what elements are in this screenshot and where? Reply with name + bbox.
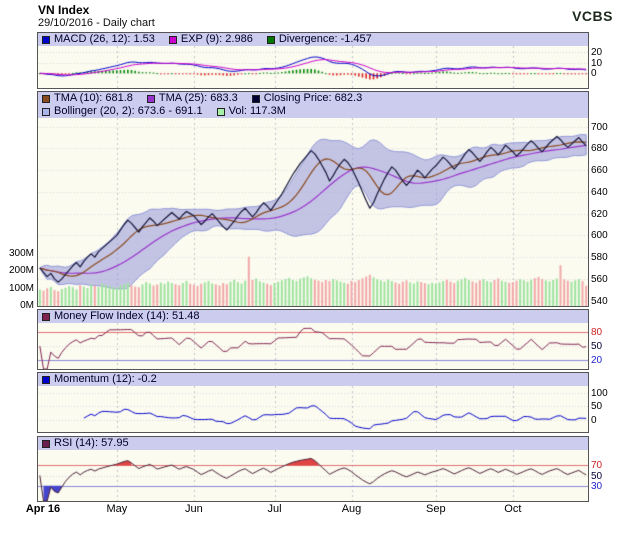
legend-label: EXP (9): 2.986 <box>180 33 253 45</box>
legend-label: Momentum (12): -0.2 <box>54 373 157 385</box>
macd-swatch-icon <box>42 35 50 44</box>
y-axis-label-macd: 20 <box>591 47 603 59</box>
legend-label: RSI (14): 57.95 <box>54 437 129 449</box>
y-axis-label-momentum: 100 <box>591 387 608 399</box>
x-axis-label: Oct <box>504 503 522 515</box>
divergence-swatch-icon <box>266 35 275 44</box>
volume-swatch-icon <box>216 107 225 116</box>
y-axis-label-mfi: 50 <box>591 341 603 352</box>
legend-label: TMA (10): 681.8 <box>54 92 133 104</box>
legend-item-exp: EXP (9): 2.986 <box>168 33 253 46</box>
legend-item-bollinger: Bollinger (20, 2): 673.6 - 691.1 <box>42 105 203 118</box>
legend-label: MACD (26, 12): 1.53 <box>54 33 155 45</box>
tma25-swatch-icon <box>146 94 155 103</box>
legend-item-mfi: Money Flow Index (14): 51.48 <box>42 310 200 323</box>
y-axis-label-price: 660 <box>591 165 608 177</box>
time-axis: Apr 16 May Jun Jul Aug Sep Oct <box>26 503 590 519</box>
bollinger-swatch-icon <box>42 107 50 116</box>
legend-item-momentum: Momentum (12): -0.2 <box>42 373 157 386</box>
macd-plot <box>38 46 588 88</box>
legend-item-macd: MACD (26, 12): 1.53 <box>42 33 155 46</box>
legend-label: Money Flow Index (14): 51.48 <box>54 310 200 322</box>
y-axis-label-momentum: 50 <box>591 401 603 413</box>
x-axis-label: Apr 16 <box>25 503 61 515</box>
x-axis-label: May <box>106 503 128 515</box>
legend-label: Bollinger (20, 2): 673.6 - 691.1 <box>54 105 203 117</box>
volume-axis-label: 200M <box>8 265 34 277</box>
y-axis-label-price: 600 <box>591 230 608 242</box>
y-axis-label-price: 560 <box>591 273 608 285</box>
legend-item-divergence: Divergence: -1.457 <box>266 33 372 46</box>
rsi-plot <box>38 450 588 501</box>
legend-item-tma10: TMA (10): 681.8 <box>42 92 133 105</box>
rsi-swatch-icon <box>42 439 50 448</box>
left-volume-axis: 300M 200M 100M 0M <box>0 0 35 535</box>
x-axis-label: Aug <box>341 503 362 515</box>
price-panel: TMA (10): 681.8 TMA (25): 683.3 Closing … <box>37 91 589 307</box>
price-legend-row1: TMA (10): 681.8 TMA (25): 683.3 Closing … <box>38 92 588 105</box>
tma10-swatch-icon <box>42 94 50 103</box>
legend-label: TMA (25): 683.3 <box>158 92 238 104</box>
mfi-panel: Money Flow Index (14): 51.48 <box>37 309 589 370</box>
price-legend-row2: Bollinger (20, 2): 673.6 - 691.1 Vol: 11… <box>38 105 588 118</box>
momentum-legend: Momentum (12): -0.2 <box>38 373 588 386</box>
rsi-panel: RSI (14): 57.95 <box>37 436 589 502</box>
y-axis-label-rsi: 50 <box>591 470 603 482</box>
legend-item-rsi: RSI (14): 57.95 <box>42 437 129 450</box>
exp-swatch-icon <box>168 35 177 44</box>
chart-subtitle: 29/10/2016 - Daily chart <box>38 17 155 29</box>
momentum-panel: Momentum (12): -0.2 <box>37 372 589 433</box>
y-axis-label-price: 700 <box>591 121 608 133</box>
x-axis-label: Jun <box>184 503 203 515</box>
page-title: VN Index <box>38 3 90 17</box>
vcbs-logo: VCBS <box>572 8 613 24</box>
macd-legend: MACD (26, 12): 1.53 EXP (9): 2.986 Diver… <box>38 33 588 46</box>
price-plot <box>38 118 588 306</box>
y-axis-label-rsi: 70 <box>591 460 603 472</box>
closing-price-swatch-icon <box>251 94 260 103</box>
mfi-legend: Money Flow Index (14): 51.48 <box>38 310 588 323</box>
y-axis-label-rsi: 30 <box>591 480 603 492</box>
y-axis-label-price: 580 <box>591 252 608 264</box>
y-axis-label-macd: 0 <box>591 68 597 80</box>
x-axis-label: Sep <box>426 503 446 515</box>
volume-axis-label: 0M <box>20 300 34 311</box>
macd-panel: MACD (26, 12): 1.53 EXP (9): 2.986 Diver… <box>37 32 589 89</box>
legend-label: Divergence: -1.457 <box>278 33 372 45</box>
legend-item-closing-price: Closing Price: 682.3 <box>251 92 363 105</box>
y-axis-label-price: 680 <box>591 143 608 155</box>
legend-label: Closing Price: 682.3 <box>263 92 363 104</box>
right-price-axis: 20 10 0 700 680 660 640 620 600 580 560 540 80 50 20 10… <box>591 0 620 535</box>
volume-axis-label: 100M <box>8 282 34 294</box>
y-axis-label-mfi: 80 <box>591 327 603 339</box>
y-axis-label-price: 640 <box>591 186 608 198</box>
legend-item-volume: Vol: 117.3M <box>216 105 286 118</box>
x-axis-label: Jul <box>267 503 282 515</box>
y-axis-label-momentum: 0 <box>591 414 597 426</box>
y-axis-label-mfi: 20 <box>591 354 603 366</box>
rsi-legend: RSI (14): 57.95 <box>38 437 588 450</box>
legend-label: Vol: 117.3M <box>228 105 286 117</box>
y-axis-label-price: 540 <box>591 295 608 307</box>
mfi-plot <box>38 323 588 369</box>
momentum-swatch-icon <box>42 375 50 384</box>
y-axis-label-macd: 10 <box>591 57 603 69</box>
momentum-plot <box>38 386 588 432</box>
mfi-swatch-icon <box>42 312 50 321</box>
legend-item-tma25: TMA (25): 683.3 <box>146 92 238 105</box>
volume-axis-label: 300M <box>8 248 34 259</box>
y-axis-label-price: 620 <box>591 208 608 220</box>
